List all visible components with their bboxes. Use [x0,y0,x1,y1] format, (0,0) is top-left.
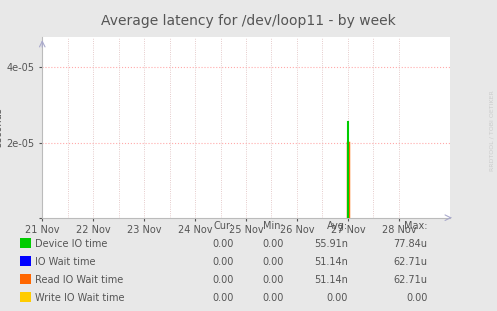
Text: 0.00: 0.00 [262,239,283,248]
Text: IO Wait time: IO Wait time [35,257,95,267]
Text: 62.71u: 62.71u [394,257,427,267]
Text: Cur:: Cur: [214,220,234,230]
Text: Device IO time: Device IO time [35,239,107,248]
Text: 0.00: 0.00 [406,293,427,303]
Text: Write IO Wait time: Write IO Wait time [35,293,124,303]
Text: Min:: Min: [262,220,283,230]
Text: Read IO Wait time: Read IO Wait time [35,275,123,285]
Text: 0.00: 0.00 [212,275,234,285]
Text: 0.00: 0.00 [212,257,234,267]
Text: 55.91n: 55.91n [314,239,348,248]
Text: 0.00: 0.00 [262,275,283,285]
Text: 0.00: 0.00 [212,239,234,248]
Text: 0.00: 0.00 [262,293,283,303]
Text: 0.00: 0.00 [212,293,234,303]
Text: RRDTOOL / TOBI OETIKER: RRDTOOL / TOBI OETIKER [490,90,495,171]
Text: 51.14n: 51.14n [314,275,348,285]
Text: Average latency for /dev/loop11 - by week: Average latency for /dev/loop11 - by wee… [101,14,396,28]
Text: 62.71u: 62.71u [394,275,427,285]
Text: 77.84u: 77.84u [394,239,427,248]
Text: 51.14n: 51.14n [314,257,348,267]
Text: Max:: Max: [404,220,427,230]
Text: 0.00: 0.00 [262,257,283,267]
Text: 0.00: 0.00 [327,293,348,303]
Y-axis label: seconds: seconds [0,108,3,147]
Text: Avg:: Avg: [327,220,348,230]
